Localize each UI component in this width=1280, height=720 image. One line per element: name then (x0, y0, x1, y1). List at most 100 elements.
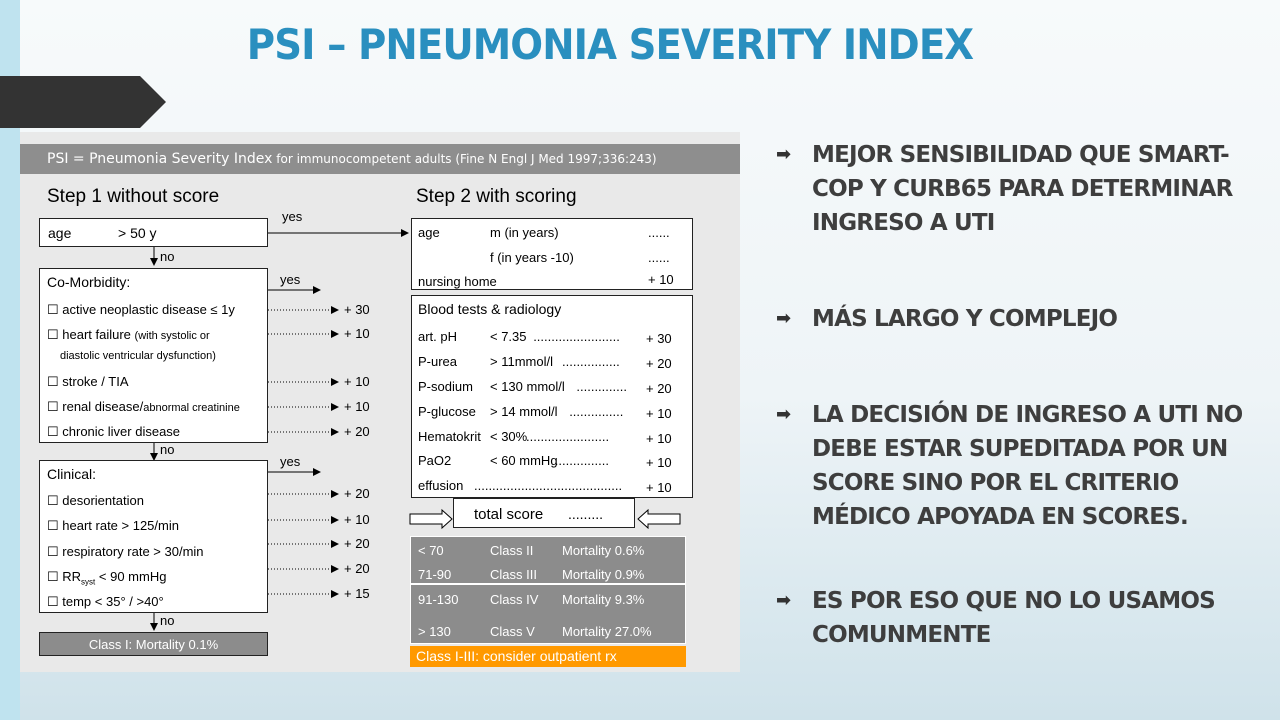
blood-test-criterion: > 11mmol/l (490, 354, 553, 369)
class-name: Class III (490, 567, 537, 582)
blood-test-name: effusion (418, 478, 464, 493)
points: + 15 (344, 586, 370, 601)
bullet-item: ➡ MEJOR SENSIBILIDAD QUE SMART-COP Y CURB… (776, 138, 1256, 240)
blood-test-name: P-sodium (418, 379, 473, 394)
points: + 20 (344, 424, 370, 439)
blood-test-dots: ....................... (526, 429, 610, 444)
blood-test-points: + 10 (646, 480, 672, 495)
nursing-home-label: nursing home (418, 274, 497, 289)
points: + 20 (344, 561, 370, 576)
blood-test-name: Hematokrit (418, 429, 481, 444)
blood-test-name: P-urea (418, 354, 458, 369)
comorbidity-item-note: diastolic ventricular dysfunction) (60, 350, 216, 362)
blood-test-dots: ................ (562, 354, 620, 369)
clinical-item: ☐ respiratory rate > 30/min (47, 544, 204, 559)
yes-label-clinical: yes (280, 454, 301, 469)
bullet-item: ➡ MÁS LARGO Y COMPLEJO (776, 302, 1256, 336)
class-mortality: Mortality 9.3% (562, 592, 645, 607)
comorbidity-item: ☐ active neoplastic disease ≤ 1y (47, 302, 235, 317)
blood-test-dots: ........................................… (474, 478, 623, 493)
clinical-item: ☐ temp < 35° / >40° (47, 594, 164, 609)
class-name: Class IV (490, 592, 539, 607)
clinical-item: ☐ heart rate > 125/min (47, 518, 179, 533)
class-mortality: Mortality 0.9% (562, 567, 645, 582)
class-name: Class II (490, 543, 534, 558)
total-score-label: total score (474, 506, 544, 523)
blood-test-points: + 10 (646, 406, 672, 421)
slide-title: PSI – PNEUMONIA SEVERITY INDEX (246, 20, 974, 69)
class-range: < 70 (418, 543, 444, 558)
blood-test-points: + 20 (646, 381, 672, 396)
points: + 30 (344, 302, 370, 317)
class-name: Class V (490, 624, 535, 639)
total-score-dots: ......... (568, 506, 604, 522)
blood-test-name: art. pH (418, 329, 458, 344)
no-label-2: no (160, 442, 175, 457)
blood-test-criterion: < 30% (490, 429, 528, 444)
points: + 20 (344, 486, 370, 501)
age-label: age (48, 225, 72, 241)
no-label-3: no (160, 613, 175, 628)
bullet-item: ➡ LA DECISIÓN DE INGRESO A UTI NO DEBE ES… (776, 398, 1256, 534)
figure-header-rest: for immunocompetent adults (Fine N Engl … (272, 152, 657, 166)
step2-age-desc: m (in years) (490, 225, 559, 240)
blood-test-criterion: < 7.35 (490, 329, 527, 344)
clinical-box: Clinical: ☐ desorientation ☐ heart rate … (39, 460, 268, 613)
blood-test-name: P-glucose (418, 404, 476, 419)
figure-header-name: PSI = Pneumonia Severity Index (47, 151, 273, 167)
class-range: 71-90 (418, 567, 452, 582)
outpatient-banner: Class I-III: consider outpatient rx (410, 646, 686, 667)
points: + 20 (344, 536, 370, 551)
class-range: 91-130 (418, 592, 459, 607)
class-one-label: Class I: Mortality 0.1% (88, 637, 219, 652)
classes-top-box: < 70 Class II Mortality 0.6% 71-90 Class… (410, 536, 686, 584)
class-mortality: Mortality 27.0% (562, 624, 652, 639)
class-range: > 130 (418, 624, 451, 639)
blood-tests-box: Blood tests & radiology art. pH < 7.35...… (411, 295, 693, 498)
class-one-box: Class I: Mortality 0.1% (39, 632, 268, 656)
comorbidity-heading: Co-Morbidity: (47, 274, 131, 290)
step2-age-box: age m (in years) ...... f (in years -10)… (411, 218, 693, 290)
total-score-box: total score ......... (453, 498, 635, 528)
blood-test-points: + 30 (646, 331, 672, 346)
step1-heading: Step 1 without score (47, 186, 220, 207)
nursing-home-pts: + 10 (648, 272, 674, 287)
bullet-marker-icon: ➡ (776, 144, 791, 165)
figure-header: PSI = Pneumonia Severity Index for immun… (20, 144, 740, 174)
blood-test-name: PaO2 (418, 453, 452, 468)
age-box: age > 50 y (39, 218, 268, 247)
step2-heading: Step 2 with scoring (416, 186, 577, 207)
step2-age-desc: f (in years -10) (490, 250, 574, 265)
bullet-marker-icon: ➡ (776, 404, 791, 425)
age-value: > 50 y (118, 225, 157, 241)
dark-tab-shape (0, 76, 166, 128)
clinical-heading: Clinical: (47, 466, 97, 482)
comorbidity-item: ☐ heart failure (with systolic or (47, 327, 210, 342)
classes-bottom-box: 91-130 Class IV Mortality 9.3% > 130 Cla… (410, 584, 686, 644)
flow-connectors (150, 229, 681, 631)
step2-age-label: age (418, 225, 440, 240)
clinical-item: ☐ RRsyst < 90 mmHg (47, 569, 167, 587)
psi-figure: PSI = Pneumonia Severity Index for immun… (20, 132, 740, 672)
blood-test-dots: .............. (576, 379, 627, 394)
comorbidity-item: ☐ stroke / TIA (47, 374, 129, 389)
bullet-marker-icon: ➡ (776, 308, 791, 329)
yes-label-comorbidity: yes (280, 272, 301, 287)
points: + 10 (344, 374, 370, 389)
blood-heading: Blood tests & radiology (418, 301, 562, 317)
points: + 10 (344, 326, 370, 341)
class-mortality: Mortality 0.6% (562, 543, 645, 558)
clinical-item: ☐ desorientation (47, 493, 144, 508)
blood-test-dots: ............... (569, 404, 624, 419)
blood-test-dots: ............... (554, 453, 609, 468)
blood-test-points: + 10 (646, 431, 672, 446)
total-score-arrows (409, 508, 681, 530)
blood-test-criterion: < 130 mmol/l (490, 379, 565, 394)
blood-test-criterion: < 60 mmHg (490, 453, 558, 468)
bullet-marker-icon: ➡ (776, 590, 791, 611)
comorbidity-item: ☐ chronic liver disease (47, 424, 181, 439)
points: + 10 (344, 512, 370, 527)
step2-age-pts: ...... (648, 250, 670, 265)
comorbidity-box: Co-Morbidity: ☐ active neoplastic diseas… (39, 268, 268, 443)
blood-test-points: + 10 (646, 455, 672, 470)
